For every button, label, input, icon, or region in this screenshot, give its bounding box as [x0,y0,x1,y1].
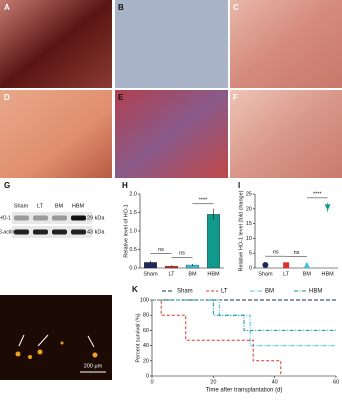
photo-a [0,0,112,88]
significance-label: ns [158,247,164,253]
x-tick-label: Sham [143,271,158,277]
x-tick-label: 40 [272,379,278,385]
panel-letter: F [233,93,238,102]
x-tick-label: BM [188,271,197,277]
y-tick-label: 15 [246,221,252,227]
significance-label: **** [199,197,208,203]
y-tick-label: 0 [249,265,252,271]
lane-label: BM [55,203,64,209]
panel-letter: A [4,3,10,12]
y-tick-label: 10 [246,236,252,242]
panel-letter: D [4,93,10,102]
point [303,261,310,268]
blot-band [33,215,48,221]
blot-band [71,215,86,221]
x-tick-label: HBM [322,271,335,277]
x-tick-label: BM [303,271,312,277]
photo-e [115,90,228,178]
row-label: β-actin [0,229,14,235]
lane-label: HBM [72,203,85,209]
legend-label: Sham [177,289,193,295]
x-axis-label: Time after transplantation (d) [206,388,283,394]
x-tick-label: 60 [333,379,339,385]
y-axis-label: Relative level of HO-1 [123,204,129,258]
fluorescent-spots [15,341,98,359]
photo-j [0,295,112,380]
panel-letter: B [118,3,124,12]
y-tick-label: 5 [249,251,252,257]
arrows [18,334,95,348]
y-tick-label: 20 [246,206,252,212]
panel-letter: G [4,181,10,190]
y-tick-label: 1.0 [129,228,137,234]
x-tick-label: LT [168,271,175,277]
survival-line [152,299,282,376]
blot-band [71,229,86,235]
y-tick-label: 0 [146,373,149,379]
significance-label: ns [294,250,300,256]
blot-band [33,229,48,235]
blot-band [14,215,29,221]
blot-band [52,215,67,221]
legend-label: LT [221,289,228,295]
blot-band [52,229,67,235]
y-tick-label: 0.0 [129,265,137,271]
y-axis-label: Percent survival (%) [135,313,141,362]
x-tick-label: LT [283,271,290,277]
y-tick-label: 0.5 [129,247,137,253]
legend-label: HBM [309,289,322,295]
photo-f [230,90,342,178]
size-label: 43 kDa [87,229,105,235]
blot-band [14,229,29,235]
significance-label: ns [179,251,185,257]
lane-label: Sham [14,203,29,209]
panel-letter: E [118,93,124,102]
photo-d [0,90,112,178]
bar [207,214,220,269]
x-tick-label: HBM [207,271,220,277]
panel-letter: C [233,3,239,12]
significance-label: ns [273,250,279,256]
y-tick-label: 100 [140,297,149,303]
panel-letter: I [238,181,240,190]
y-tick-label: 40 [143,343,149,349]
panel-letter: H [122,181,128,190]
size-label: 29 kDa [87,215,105,221]
y-tick-label: 20 [143,358,149,364]
point [262,262,269,269]
photo-c [230,0,342,88]
y-tick-label: 80 [143,313,149,319]
significance-label: **** [313,191,322,197]
x-tick-label: 0 [150,379,153,385]
y-tick-label: 1.5 [129,210,137,216]
y-tick-label: 25 [246,191,252,197]
y-tick-label: 2.0 [129,191,137,197]
point [324,204,331,211]
lane-label: LT [37,203,44,209]
row-label: HO-1 [0,215,11,221]
y-axis-label: Relative HO-1 level (fold change) [238,190,244,271]
x-tick-label: Sham [258,271,273,277]
point [283,262,290,269]
panel-letter: K [132,285,138,294]
x-tick-label: 20 [210,379,216,385]
scale-bar-label: 200 μm [84,363,103,369]
panel-letter: J [4,287,8,296]
y-tick-label: 60 [143,328,149,334]
photo-b [115,0,228,88]
survival-line [152,299,336,331]
legend-label: BM [265,289,274,295]
